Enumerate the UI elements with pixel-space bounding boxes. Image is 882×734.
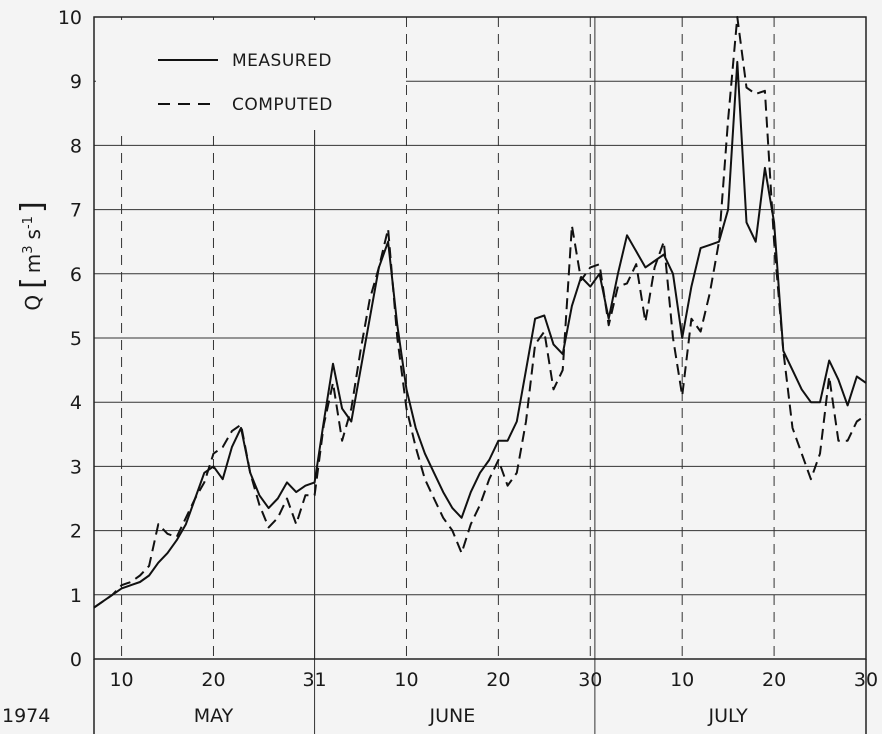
y-tick-label: 3 (70, 456, 82, 478)
plot-frame (93, 16, 867, 660)
x-tick-label: 31 (302, 669, 326, 691)
y-tick-label: 9 (70, 71, 82, 93)
y-tick-label: 6 (70, 264, 82, 286)
legend: MEASURED COMPUTED (96, 20, 406, 130)
legend-background (96, 20, 406, 130)
x-tick-label: 20 (762, 669, 786, 691)
y-tick-label: 8 (70, 135, 82, 157)
y-tick-label: 0 (70, 649, 82, 671)
x-tick-label: 10 (670, 669, 694, 691)
series-line-measured (93, 60, 867, 609)
y-tick-label: 1 (70, 585, 82, 607)
x-tick-label: 20 (201, 669, 225, 691)
legend-measured-label: MEASURED (232, 51, 332, 71)
x-tick-label: 20 (486, 669, 510, 691)
y-tick-label: 2 (70, 521, 82, 543)
y-axis-label: Q[m3s-1] (15, 201, 50, 310)
x-tick-label: 30 (578, 669, 602, 691)
series-line-computed (93, 16, 867, 609)
axes-layer (93, 16, 867, 734)
month-label: MAY (194, 705, 234, 727)
y-axis-label-text: Q[m3s-1] (15, 201, 50, 310)
x-tick-label: 10 (109, 669, 133, 691)
labels-layer: 0 1 2 3 4 5 6 7 8 9 10 10 20 31 10 20 30 10 20 30 MAY JUNE JUL… (58, 7, 878, 727)
year-label: 1974 (2, 705, 50, 727)
x-tick-label: 30 (854, 669, 878, 691)
series-layer (93, 16, 867, 609)
month-label: JUNE (429, 705, 476, 727)
x-tick-label: 10 (394, 669, 418, 691)
y-tick-label: 10 (58, 7, 82, 29)
y-tick-label: 4 (70, 392, 82, 414)
y-tick-label: 7 (70, 200, 82, 222)
month-label: JULY (708, 705, 749, 727)
y-tick-label: 5 (70, 328, 82, 350)
legend-computed-label: COMPUTED (232, 95, 333, 115)
